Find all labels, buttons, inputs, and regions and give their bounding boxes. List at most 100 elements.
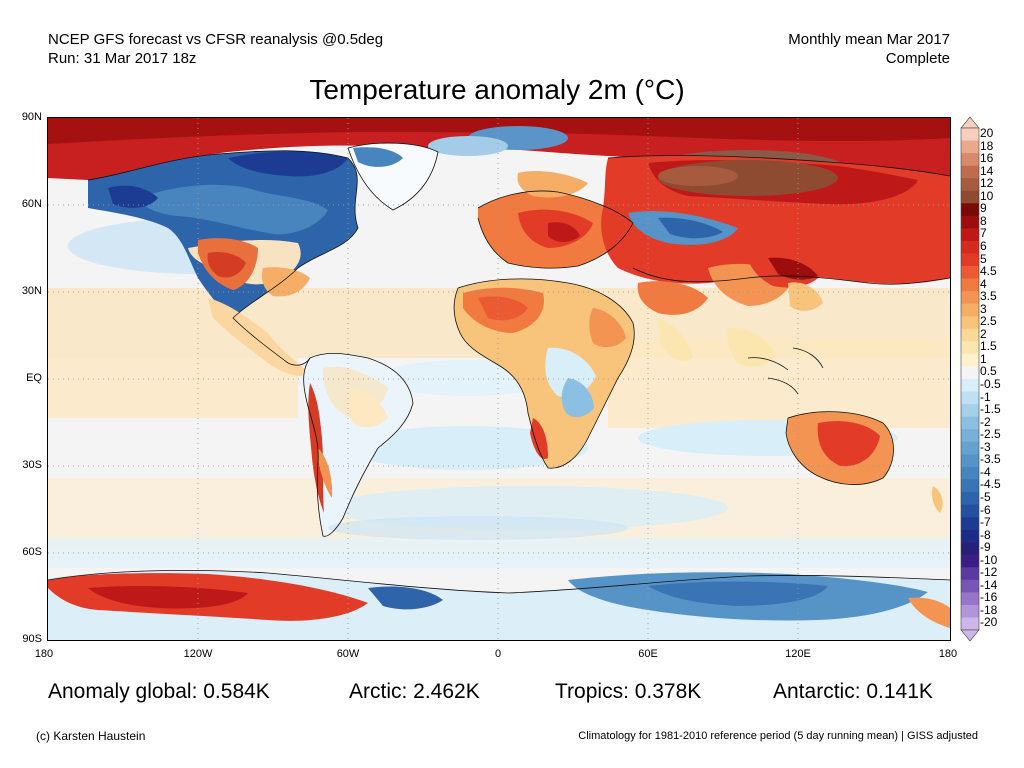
colorbar-label: 1.5: [980, 339, 997, 354]
colorbar-swatch: [961, 592, 979, 606]
anomaly-map-svg: [48, 118, 950, 640]
run-time: Run: 31 Mar 2017 18z: [48, 50, 197, 67]
colorbar-swatch: [961, 353, 979, 367]
colorbar-label: -1: [980, 389, 991, 404]
colorbar-swatch: [961, 190, 979, 204]
colorbar-swatch: [961, 165, 979, 179]
colorbar-swatch: [961, 504, 979, 518]
colorbar-swatch: [961, 366, 979, 380]
colorbar-label: -0.5: [980, 377, 1001, 391]
colorbar-label: 16: [980, 151, 994, 166]
colorbar-label: 8: [980, 213, 987, 228]
antarctic-anomaly: Antarctic: 0.141K: [773, 680, 933, 703]
colorbar-swatch: [961, 517, 979, 530]
colorbar-label: -3: [980, 439, 991, 454]
completion-status: Complete: [885, 50, 950, 67]
colorbar-label: 6: [980, 238, 987, 253]
lon-label-60w: 60W: [336, 648, 360, 660]
colorbar-swatch: [961, 416, 979, 430]
colorbar-label: -9: [980, 540, 991, 555]
colorbar-label: -20: [980, 615, 998, 630]
global-anomaly: Anomaly global: 0.584K: [48, 680, 270, 703]
colorbar-label: -12: [980, 565, 998, 580]
colorbar-swatch: [961, 529, 979, 543]
colorbar-label: 12: [980, 176, 994, 191]
colorbar-label: 5: [980, 251, 987, 266]
colorbar-swatch: [961, 579, 979, 593]
colorbar-label: 4.5: [980, 264, 997, 279]
colorbar-label: 1: [980, 351, 987, 366]
lon-label-0: 0: [494, 648, 502, 660]
colorbar-label: 20: [980, 126, 994, 140]
lon-label-180e: 180: [938, 648, 958, 660]
colorbar-swatch: [961, 617, 979, 631]
colorbar-label: -10: [980, 552, 998, 567]
colorbar-label: -2: [980, 414, 991, 429]
colorbar: [960, 116, 980, 642]
lat-label-30s: 30S: [22, 459, 42, 471]
lat-label-30n: 30N: [21, 285, 42, 297]
lat-label-60n: 60N: [21, 198, 42, 210]
colorbar-label: 7: [980, 226, 987, 241]
header-right: Monthly mean Mar 2017 Complete: [788, 30, 950, 68]
colorbar-label: 3.5: [980, 289, 997, 304]
colorbar-swatch: [961, 128, 979, 141]
colorbar-label: 0.5: [980, 364, 997, 379]
colorbar-label: -3.5: [980, 452, 1001, 467]
colorbar-swatch: [961, 429, 979, 443]
colorbar-label: 4: [980, 276, 987, 291]
colorbar-swatch: [961, 454, 979, 468]
colorbar-swatch: [961, 341, 979, 355]
colorbar-swatch: [961, 567, 979, 581]
header-left: NCEP GFS forecast vs CFSR reanalysis @0.…: [48, 30, 383, 68]
colorbar-swatch: [961, 328, 979, 342]
colorbar-swatch: [961, 542, 979, 555]
climatology-note: Climatology for 1981-2010 reference peri…: [578, 730, 978, 742]
colorbar-label: -14: [980, 577, 998, 592]
colorbar-swatch: [961, 303, 979, 317]
anomaly-map: [47, 117, 951, 641]
colorbar-swatch: [961, 266, 979, 279]
colorbar-arrow-bottom: [960, 629, 980, 642]
colorbar-swatch: [961, 278, 979, 292]
colorbar-label: 2: [980, 326, 987, 341]
colorbar-swatch: [961, 203, 979, 217]
colorbar-label: -18: [980, 602, 998, 617]
colorbar-label: -4.5: [980, 477, 1001, 492]
colorbar-swatch: [961, 379, 979, 392]
arctic-anomaly: Arctic: 2.462K: [349, 680, 480, 703]
colorbar-swatch: [961, 215, 979, 229]
lat-label-90n: 90N: [21, 111, 42, 123]
colorbar-label: -4: [980, 464, 991, 479]
lon-label-120w: 120W: [183, 648, 213, 660]
colorbar-swatch: [961, 404, 979, 417]
period-label: Monthly mean Mar 2017: [788, 31, 950, 48]
colorbar-swatch: [961, 554, 979, 568]
colorbar-swatch: [961, 140, 979, 154]
lat-label-60s: 60S: [22, 546, 42, 558]
colorbar-swatch: [961, 441, 979, 455]
colorbar-label: 14: [980, 163, 994, 178]
colorbar-label: -8: [980, 527, 991, 542]
colorbar-label: -2.5: [980, 427, 1001, 442]
colorbar-label: -6: [980, 502, 991, 517]
lon-label-120e: 120E: [785, 648, 811, 660]
map-title: Temperature anomaly 2m (°C): [309, 74, 685, 105]
lon-label-180w: 180: [34, 648, 54, 660]
colorbar-label: 3: [980, 301, 987, 316]
model-description: NCEP GFS forecast vs CFSR reanalysis @0.…: [48, 31, 384, 48]
colorbar-swatch: [961, 228, 979, 242]
lat-label-eq: EQ: [26, 372, 42, 384]
lon-label-60e: 60E: [638, 648, 658, 660]
colorbar-label: 2.5: [980, 314, 997, 329]
colorbar-swatch: [961, 466, 979, 480]
colorbar-swatch: [961, 153, 979, 166]
colorbar-label: 9: [980, 201, 987, 216]
colorbar-arrow-top: [960, 116, 980, 129]
colorbar-swatch: [961, 479, 979, 493]
credit: (c) Karsten Haustein: [36, 729, 146, 743]
tropics-anomaly: Tropics: 0.378K: [555, 680, 702, 703]
lat-label-90s: 90S: [22, 633, 42, 645]
colorbar-swatch: [961, 391, 979, 405]
colorbar-label: -5: [980, 489, 991, 504]
